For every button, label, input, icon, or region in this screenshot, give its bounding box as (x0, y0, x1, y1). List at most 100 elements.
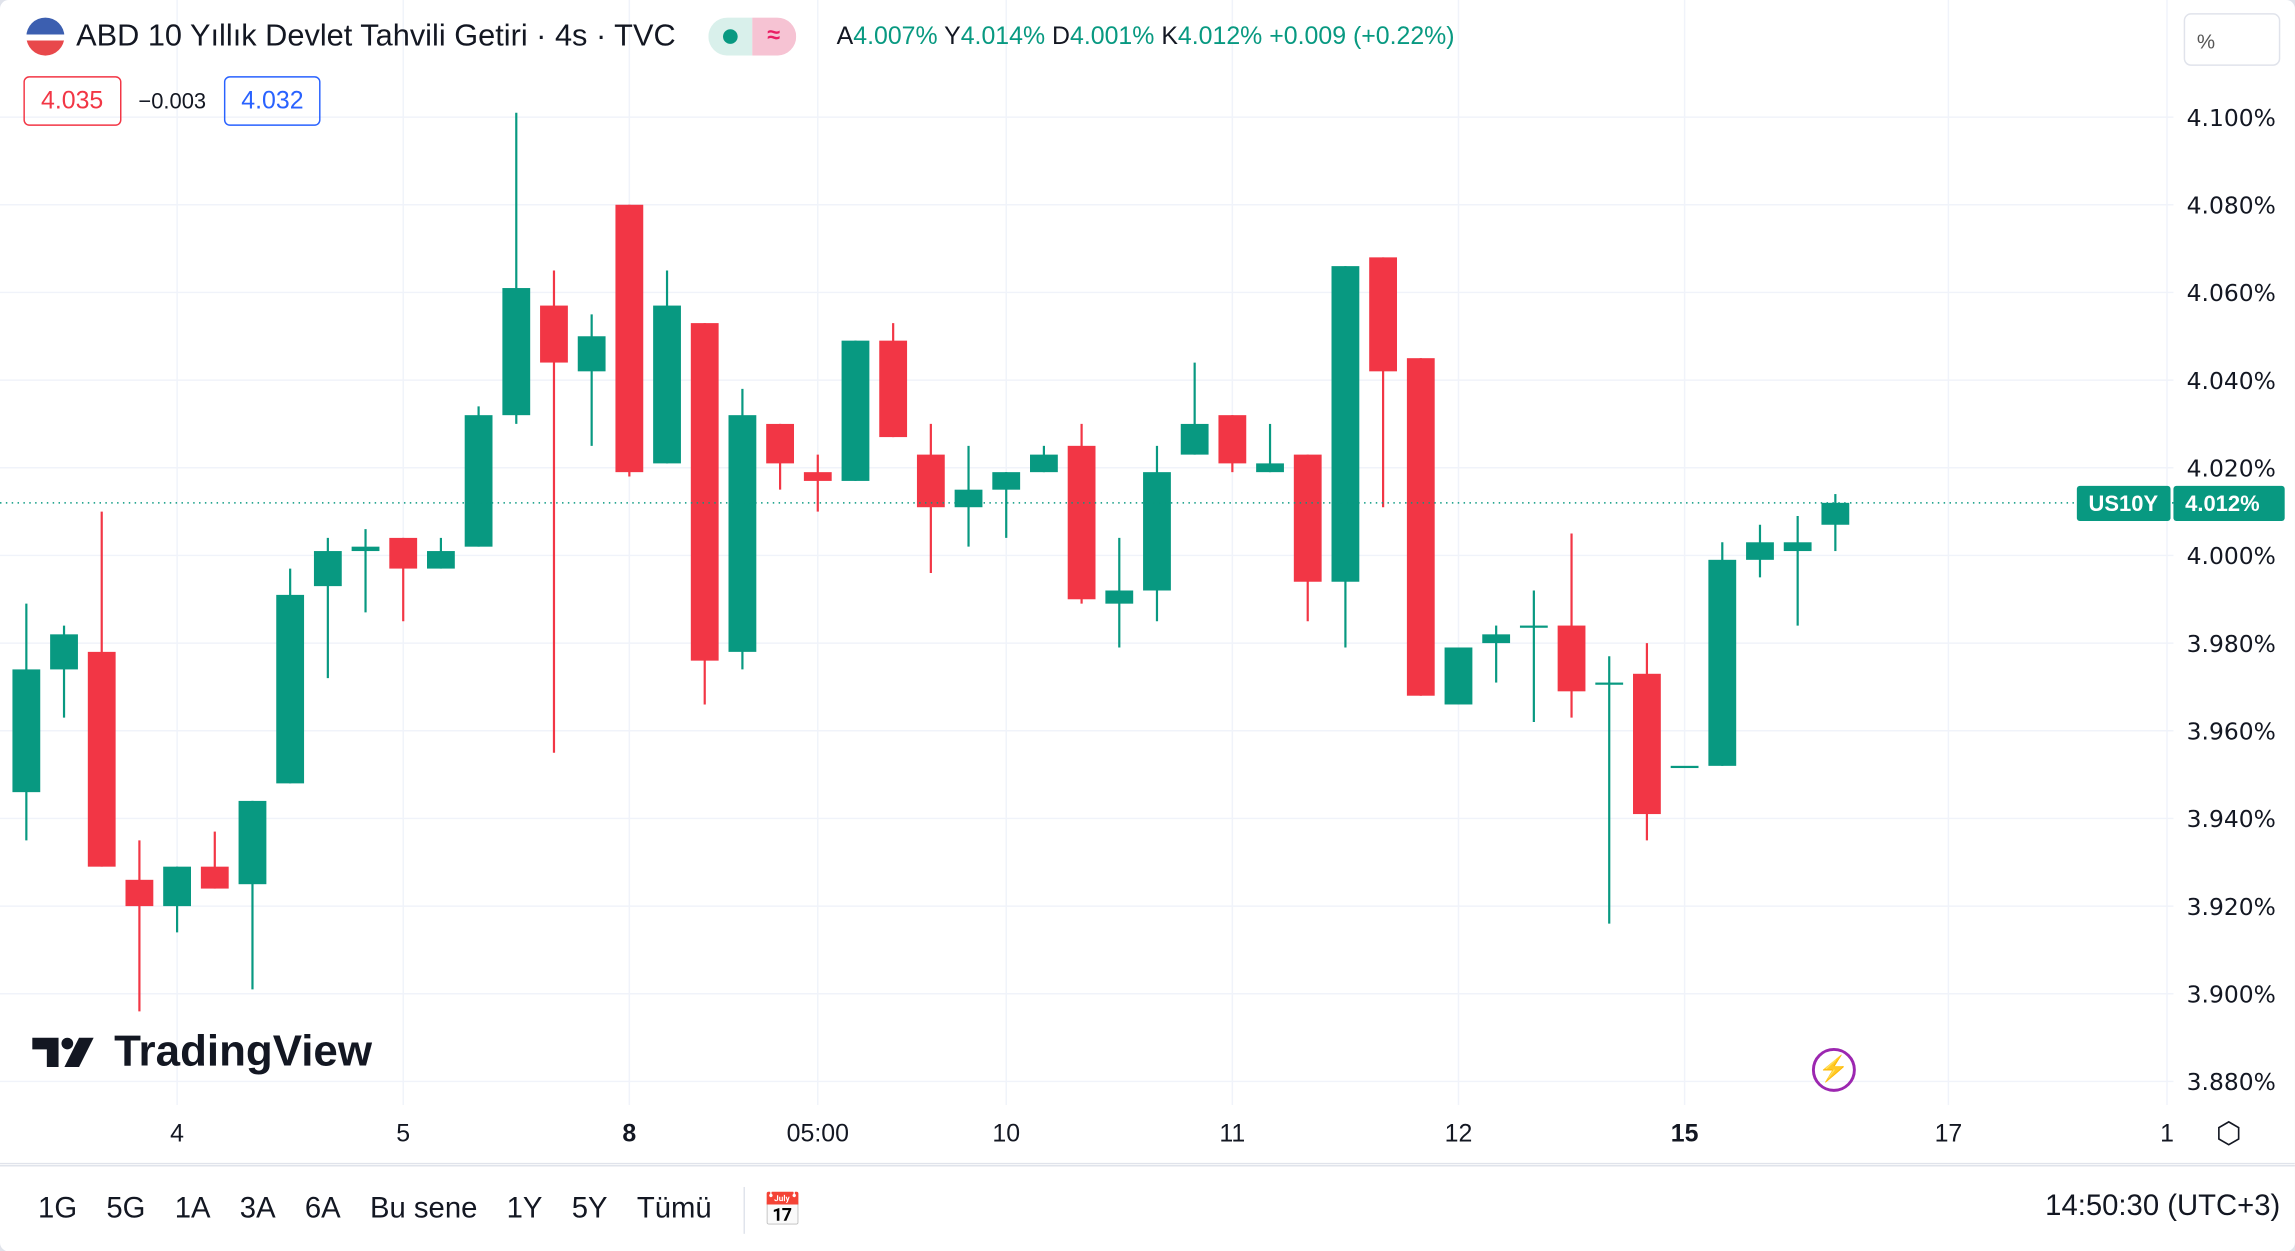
bottom-toolbar: 1G 5G 1A 3A 6A Bu sene 1Y 5Y Tümü 📅 14:50:30 (UT… (0, 1165, 2295, 1251)
candle-body (803, 472, 832, 481)
candle-body (879, 340, 908, 438)
candle-body (1105, 590, 1134, 604)
y-tick-label: 4.020% (2187, 455, 2276, 483)
symbol-title[interactable]: ABD 10 Yıllık Devlet Tahvili Getiri · 4s… (76, 19, 676, 53)
candle-body (1746, 542, 1774, 560)
candle-body (502, 288, 531, 416)
candle-body (351, 546, 380, 552)
axis-settings-icon[interactable]: ⬡ (2215, 1118, 2242, 1151)
candle-body (313, 551, 342, 587)
candle-body (1067, 445, 1096, 600)
ohlc-value: 4.012% (1177, 21, 1270, 50)
price-chart[interactable]: 4.100% 4.080% 4.060% 4.040% 4.020% 4.000% 3.98… (0, 0, 2295, 1165)
candle-body (1218, 415, 1247, 464)
candle-body (1708, 559, 1737, 766)
y-tick-label: 3.980% (2187, 630, 2276, 658)
range-button[interactable]: Tümü (636, 1192, 712, 1226)
candle-body (1670, 765, 1699, 769)
symbol-price-tag: US10Y (2076, 485, 2171, 522)
ohlc-value: 4.007% (853, 21, 945, 50)
candle-body (200, 866, 229, 889)
ohlc-key: Y (944, 21, 961, 50)
ohlc-value: 4.001% (1070, 21, 1162, 50)
y-tick-label: 3.880% (2187, 1068, 2276, 1096)
candle-body (1256, 463, 1284, 473)
ohlc-key: D (1052, 21, 1071, 50)
tradingview-logo[interactable]: TradingView (32, 1027, 372, 1077)
divider (743, 1186, 746, 1234)
candle-body (1519, 625, 1548, 628)
candle-body (653, 305, 681, 464)
candle-body (1633, 673, 1661, 815)
candle-body (1557, 625, 1586, 692)
ohlc-value: 4.014% (960, 21, 1053, 50)
candle-body (163, 866, 191, 907)
range-button[interactable]: 1G (38, 1192, 78, 1226)
sell-price-button[interactable]: 4.035 (23, 76, 121, 126)
logo-text: TradingView (114, 1027, 373, 1076)
range-button[interactable]: 5G (106, 1192, 146, 1226)
candle-body (1293, 454, 1322, 582)
candle-body (992, 472, 1021, 490)
market-status[interactable]: ≈ (707, 17, 796, 56)
candle-body (766, 423, 795, 464)
ohlc-values: A4.007% Y4.014% D4.001% K4.012% +0.009 (… (837, 22, 1455, 51)
buy-price-button[interactable]: 4.032 (223, 76, 322, 126)
candle-body (841, 340, 870, 481)
y-tick-label: 4.000% (2187, 542, 2276, 570)
x-tick-label: 15 (1671, 1120, 1699, 1148)
range-button[interactable]: 5Y (571, 1192, 608, 1226)
range-buttons: 1G 5G 1A 3A 6A Bu sene 1Y 5Y Tümü (0, 1193, 726, 1227)
candle-body (389, 537, 418, 569)
date-range-calendar-icon[interactable]: 📅 (762, 1190, 803, 1228)
candle-body (1482, 634, 1511, 644)
candle-body (1180, 423, 1209, 455)
range-button[interactable]: 1Y (506, 1192, 543, 1226)
spread-value: −0.003 (138, 88, 207, 114)
y-tick-label: 3.940% (2187, 805, 2276, 833)
candle-body (238, 800, 267, 885)
x-tick-label: 1 (2160, 1120, 2174, 1148)
range-button[interactable]: Bu sene (369, 1192, 478, 1226)
y-tick-label: 3.900% (2187, 981, 2276, 1009)
range-button[interactable]: 1A (174, 1192, 211, 1226)
candle-body (1369, 257, 1398, 372)
x-tick-label: 8 (622, 1120, 636, 1148)
quote-boxes: 4.035 −0.003 4.032 (23, 76, 322, 126)
symbol-header: ABD 10 Yıllık Devlet Tahvili Getiri · 4s… (26, 17, 1455, 56)
tv-logo-icon (32, 1037, 94, 1067)
candle-body (276, 594, 305, 784)
x-tick-label: 17 (1935, 1120, 1963, 1148)
x-tick-label: 4 (170, 1120, 184, 1148)
lightning-icon[interactable]: ⚡ (1811, 1047, 1856, 1092)
candle-body (577, 336, 606, 372)
candle-body (1406, 358, 1435, 696)
ohlc-key: K (1161, 21, 1178, 50)
candle-body (916, 454, 945, 508)
y-tick-label: 4.100% (2187, 104, 2276, 132)
y-tick-label: 4.060% (2187, 279, 2276, 307)
range-button[interactable]: 3A (239, 1192, 276, 1226)
us-flag-icon (26, 17, 65, 56)
candle-body (464, 415, 493, 547)
x-tick-label: 12 (1445, 1120, 1473, 1148)
candle-body (87, 651, 116, 867)
candle-body (728, 415, 757, 652)
candle-body (615, 204, 644, 473)
range-button[interactable]: 6A (304, 1192, 341, 1226)
percent-scale-button[interactable]: % (2183, 13, 2281, 66)
y-tick-label: 3.960% (2187, 718, 2276, 746)
y-tick-label: 4.080% (2187, 192, 2276, 220)
candle-body (1783, 542, 1812, 552)
last-price-label: 4.012% (2173, 485, 2285, 522)
market-open-dot-icon (707, 17, 752, 56)
y-tick-label: 3.920% (2187, 893, 2276, 921)
x-tick-label: 5 (396, 1120, 410, 1148)
candle-body (125, 879, 154, 907)
candle-body (954, 489, 983, 508)
ohlc-key: A (836, 21, 854, 50)
clock[interactable]: 14:50:30 (UTC+3) (2045, 1189, 2281, 1223)
price-change: +0.009 (+0.22%) (1269, 21, 1455, 50)
candle-body (1143, 472, 1171, 591)
